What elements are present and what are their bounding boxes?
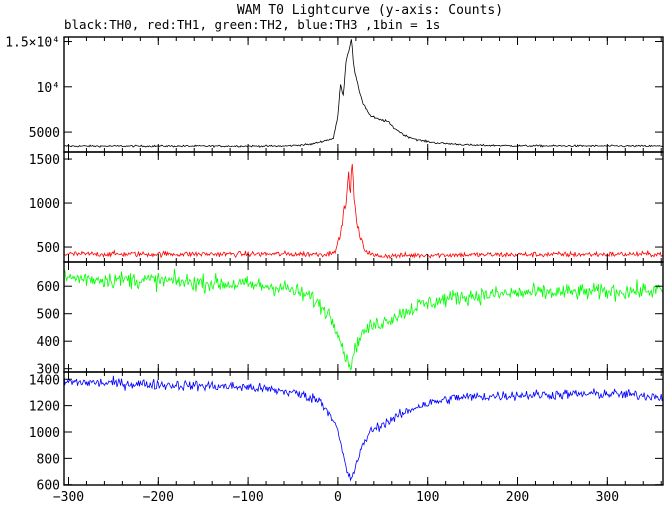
panel-frame [63,36,664,153]
chart-panels: 500010⁴1.5×10⁴50010001500300400500600600… [5,36,664,505]
y-tick-label: 800 [37,452,60,467]
x-tick-label: 300 [596,490,619,505]
y-tick-label: 300 [37,363,60,378]
y-tick-label: 10⁴ [37,81,60,96]
x-tick-label: 0 [334,490,342,505]
y-tick-label: 600 [37,280,60,295]
x-tick-label: −200 [143,490,174,505]
series-line-th3 [64,375,663,482]
x-tick-label: −100 [232,490,263,505]
x-tick-label: −300 [53,490,84,505]
y-tick-label: 1.5×10⁴ [5,36,60,51]
series-line-th2 [64,268,663,371]
panel-th3: 600 800 1000 1200 1400 [29,371,664,494]
chart-title: WAM T0 Lightcurve (y-axis: Counts) [237,3,503,18]
y-tick-label: 1200 [29,400,60,415]
y-tick-label: 400 [37,335,60,350]
y-tick-label: 1400 [29,373,60,388]
panel-th2: 300 400 500 600 [37,261,664,378]
panel-th1: 500 1000 1500 [29,151,664,263]
y-tick-label: 5000 [29,126,60,141]
x-tick-label: 200 [506,490,529,505]
series-line-th0 [64,39,663,149]
y-tick-label: 500 [37,241,60,256]
y-tick-label: 1000 [29,197,60,212]
chart-subtitle: black:TH0, red:TH1, green:TH2, blue:TH3 … [64,17,440,32]
series-line-th1 [64,163,663,260]
y-tick-label: 1500 [29,153,60,168]
panel-frame [63,371,664,486]
x-tick-label: 100 [416,490,439,505]
panel-th0: 5000 10⁴ 1.5×10⁴ [5,36,664,153]
y-tick-label: 500 [37,308,60,323]
y-tick-label: 1000 [29,426,60,441]
y-tick-label: 600 [37,479,60,494]
